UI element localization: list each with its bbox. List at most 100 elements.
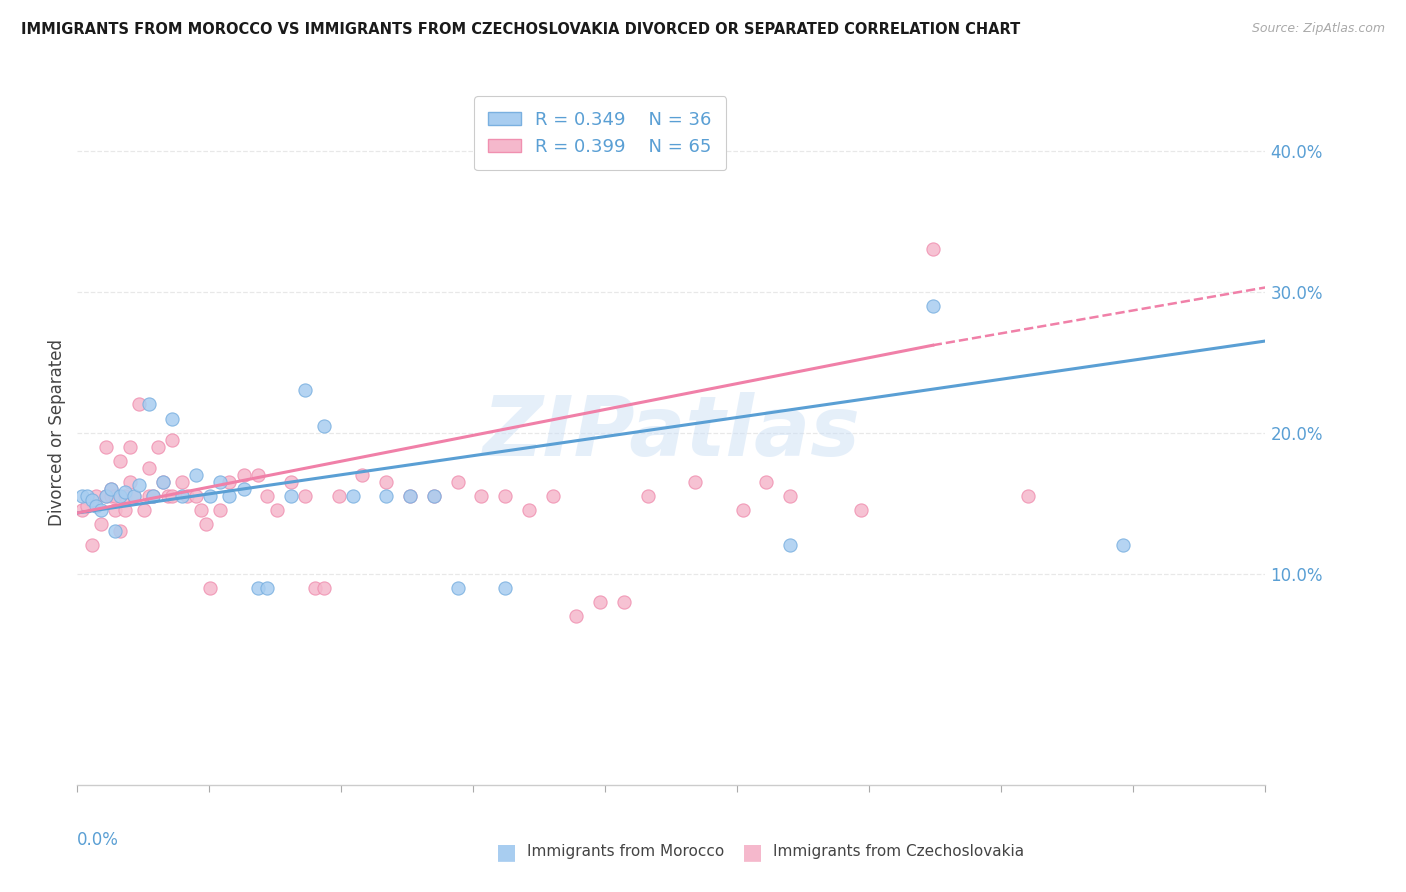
Point (731, 503, 754, 517)
Point (146, 440, 169, 454)
Point (90, 517, 112, 532)
Point (399, 489, 422, 503)
Point (266, 503, 288, 517)
Point (446, 581, 468, 595)
Point (280, 475, 302, 489)
Text: ■: ■ (742, 842, 762, 862)
Point (218, 475, 240, 489)
Point (104, 489, 127, 503)
Point (208, 475, 231, 489)
Point (921, 243, 943, 257)
Point (200, 489, 222, 503)
Point (138, 461, 160, 475)
Point (128, 397, 150, 411)
Point (190, 503, 212, 517)
Point (256, 489, 278, 503)
Point (851, 503, 873, 517)
Point (80, 493, 103, 508)
Point (186, 489, 208, 503)
Point (70, 503, 93, 517)
Text: Source: ZipAtlas.com: Source: ZipAtlas.com (1251, 22, 1385, 36)
Point (76, 499, 98, 513)
Point (76, 489, 98, 503)
Point (104, 503, 127, 517)
Point (589, 595, 612, 609)
Point (186, 467, 208, 482)
Point (108, 489, 131, 503)
Text: IMMIGRANTS FROM MOROCCO VS IMMIGRANTS FROM CZECHOSLOVAKIA DIVORCED OR SEPARATED : IMMIGRANTS FROM MOROCCO VS IMMIGRANTS FR… (21, 22, 1021, 37)
Point (170, 489, 193, 503)
Text: Immigrants from Morocco: Immigrants from Morocco (527, 845, 724, 859)
Point (100, 482, 122, 496)
Point (90, 503, 112, 517)
Point (124, 489, 146, 503)
Point (114, 489, 136, 503)
Point (86, 499, 108, 513)
Point (517, 503, 540, 517)
Point (132, 503, 155, 517)
Point (208, 503, 231, 517)
Point (294, 489, 316, 503)
Point (124, 489, 146, 503)
Point (86, 489, 108, 503)
Point (1017, 489, 1039, 503)
Text: ■: ■ (496, 842, 516, 862)
Y-axis label: Divorced or Separated: Divorced or Separated (48, 339, 66, 526)
Point (328, 489, 350, 503)
Point (118, 475, 141, 489)
Point (108, 524, 131, 539)
Point (80, 538, 103, 552)
Point (142, 489, 165, 503)
Point (142, 489, 165, 503)
Point (1112, 538, 1135, 552)
Point (446, 475, 468, 489)
Point (256, 581, 278, 595)
Point (138, 489, 160, 503)
Point (375, 475, 398, 489)
Point (755, 475, 778, 489)
Point (314, 581, 336, 595)
Point (399, 489, 422, 503)
Point (70, 489, 93, 503)
Point (170, 475, 193, 489)
Point (176, 489, 198, 503)
Point (104, 524, 127, 539)
Point (246, 581, 269, 595)
Point (94, 489, 117, 503)
Point (94, 440, 117, 454)
Point (232, 467, 254, 482)
Point (541, 489, 564, 503)
Text: ZIPatlas: ZIPatlas (482, 392, 860, 473)
Point (162, 411, 184, 425)
Point (375, 489, 398, 503)
Point (304, 581, 326, 595)
Point (138, 397, 160, 411)
Point (470, 489, 492, 503)
Point (342, 489, 364, 503)
Point (921, 299, 943, 313)
Point (100, 482, 122, 496)
Point (156, 489, 179, 503)
Point (152, 475, 174, 489)
Point (100, 489, 122, 503)
Point (314, 418, 336, 433)
Point (613, 595, 636, 609)
Text: Immigrants from Czechoslovakia: Immigrants from Czechoslovakia (773, 845, 1025, 859)
Point (294, 384, 316, 398)
Point (94, 489, 117, 503)
Point (114, 484, 136, 499)
Point (114, 503, 136, 517)
Point (565, 608, 588, 623)
Point (232, 482, 254, 496)
Point (108, 454, 131, 468)
Point (128, 477, 150, 491)
Text: 0.0%: 0.0% (77, 830, 120, 849)
Point (152, 475, 174, 489)
Point (637, 489, 659, 503)
Point (779, 538, 801, 552)
Point (162, 433, 184, 447)
Point (118, 440, 141, 454)
Legend: R = 0.349    N = 36, R = 0.399    N = 65: R = 0.349 N = 36, R = 0.399 N = 65 (474, 96, 725, 170)
Point (246, 467, 269, 482)
Point (494, 489, 516, 503)
